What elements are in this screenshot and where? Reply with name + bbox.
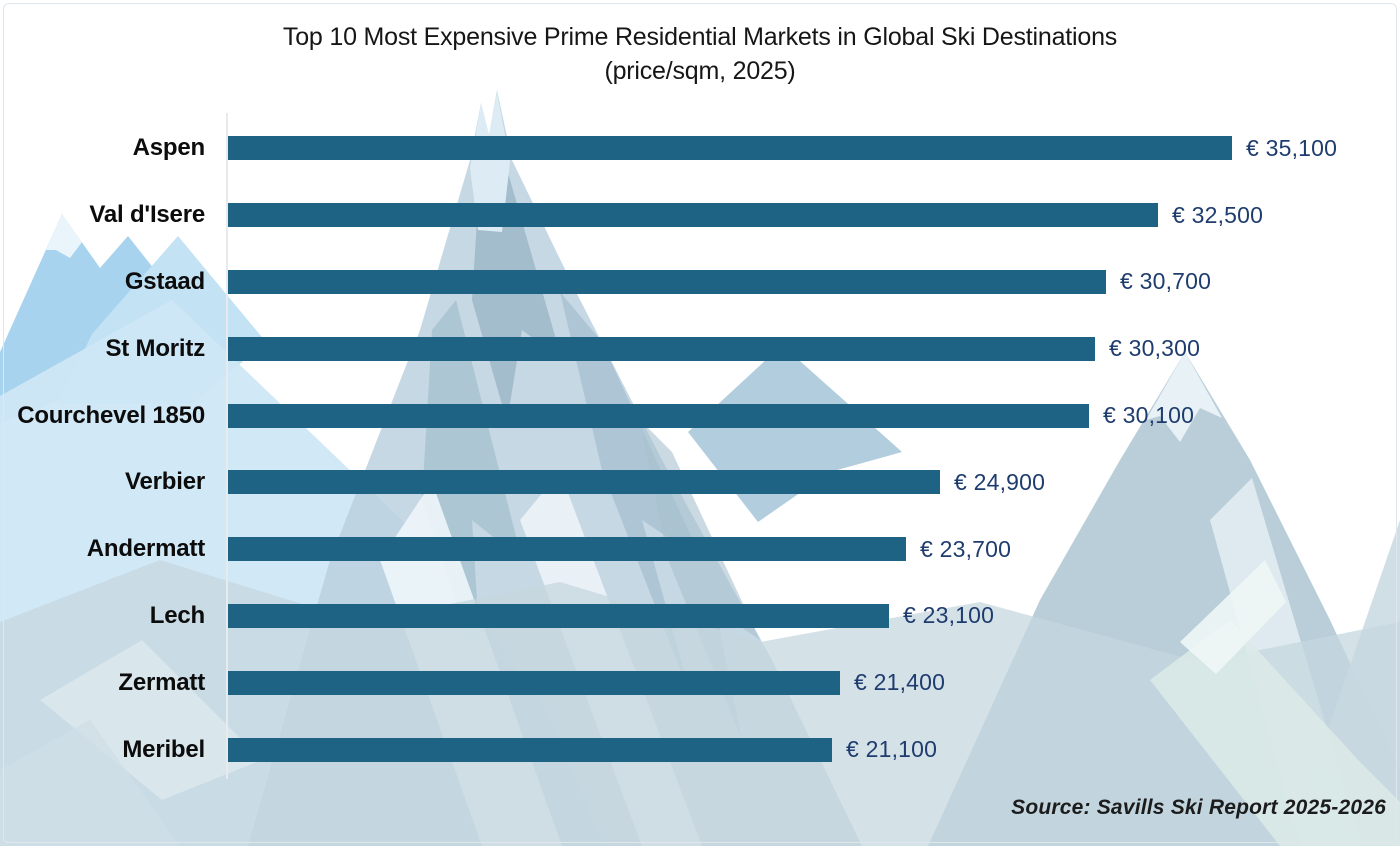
category-label: Verbier (125, 468, 205, 496)
bar (228, 136, 1232, 161)
bar-row: St Moritz € 30,300 (0, 315, 1400, 382)
bar (228, 470, 940, 495)
bar (228, 737, 832, 762)
value-label: € 24,900 (954, 468, 1046, 495)
category-label: Courchevel 1850 (17, 401, 205, 429)
category-label: Lech (149, 601, 205, 629)
bar-row: Lech € 23,100 (0, 583, 1400, 650)
category-label: Zermatt (118, 668, 205, 696)
bar-row: Zermatt € 21,400 (0, 649, 1400, 716)
bar (228, 336, 1095, 361)
value-label: € 23,700 (920, 535, 1012, 562)
category-label: St Moritz (105, 334, 205, 362)
bar (228, 203, 1158, 228)
bar-row: Courchevel 1850 € 30,100 (0, 382, 1400, 449)
chart-title: Top 10 Most Expensive Prime Residential … (0, 20, 1400, 88)
category-label: Meribel (122, 735, 205, 763)
source-attribution: Source: Savills Ski Report 2025-2026 (1011, 796, 1386, 819)
category-label: Aspen (132, 134, 206, 162)
bar (228, 670, 840, 695)
value-label: € 30,700 (1120, 268, 1212, 295)
chart-title-line1: Top 10 Most Expensive Prime Residential … (282, 23, 1118, 51)
value-label: € 32,500 (1172, 201, 1264, 228)
category-label: Val d'Isere (89, 201, 205, 229)
value-label: € 30,100 (1103, 402, 1195, 429)
bar-row: Val d'Isere € 32,500 (0, 182, 1400, 249)
bar-row: Meribel € 21,100 (0, 716, 1400, 783)
value-label: € 35,100 (1246, 134, 1338, 161)
category-label: Andermatt (86, 535, 205, 563)
bar (228, 603, 889, 628)
bar (228, 269, 1106, 294)
value-label: € 30,300 (1109, 335, 1201, 362)
bar-row: Verbier € 24,900 (0, 449, 1400, 516)
value-label: € 23,100 (903, 602, 995, 629)
y-axis-line (226, 113, 228, 779)
category-label: Gstaad (124, 267, 205, 295)
bar (228, 403, 1089, 428)
bar-row: Gstaad € 30,700 (0, 249, 1400, 316)
chart-title-line2: (price/sqm, 2025) (604, 57, 796, 85)
bar-row: Aspen € 35,100 (0, 115, 1400, 182)
bar (228, 537, 906, 562)
value-label: € 21,400 (854, 669, 946, 696)
value-label: € 21,100 (846, 736, 938, 763)
bar-row: Andermatt € 23,700 (0, 516, 1400, 583)
bar-rows: Aspen € 35,100 Val d'Isere € 32,500 Gstaad € … (0, 115, 1400, 783)
